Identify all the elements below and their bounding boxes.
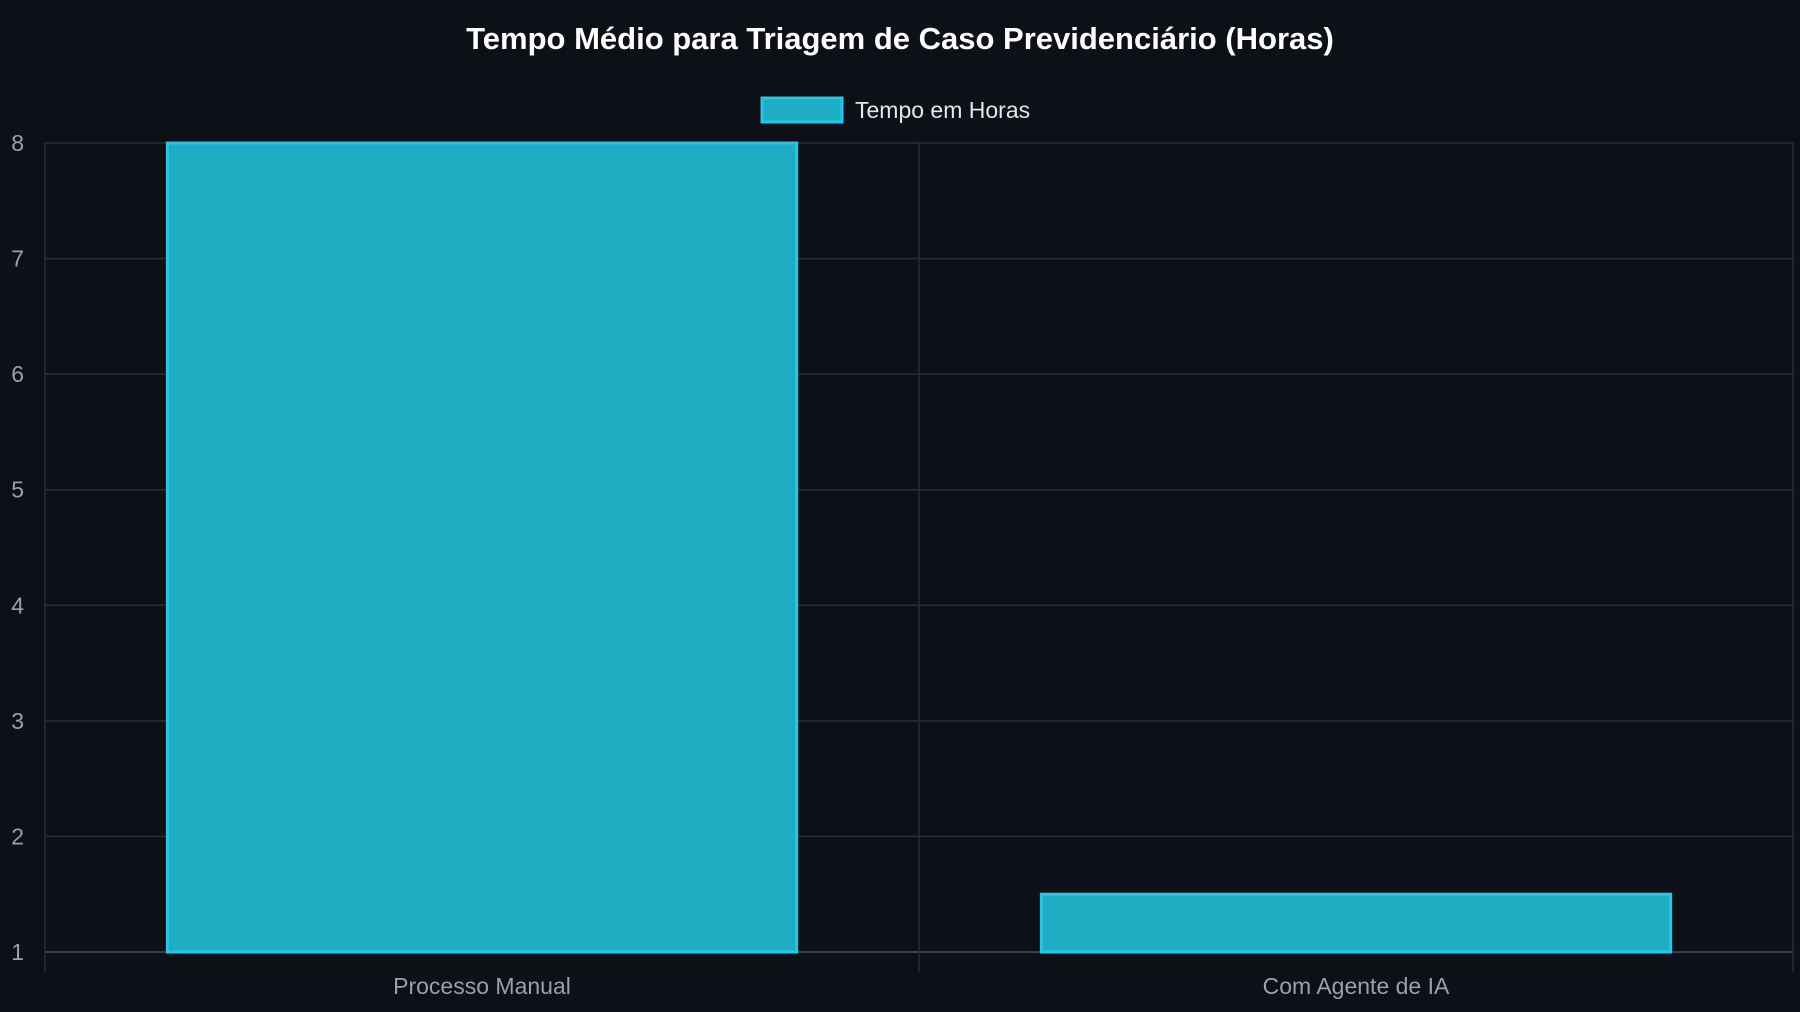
y-tick-label: 1 <box>11 939 24 965</box>
y-tick-label: 8 <box>11 130 24 156</box>
y-tick-label: 5 <box>11 477 24 503</box>
x-category-label: Processo Manual <box>393 973 571 999</box>
y-tick-label: 2 <box>11 823 24 849</box>
y-axis-ticks: 1 2 3 4 5 6 7 8 <box>11 130 24 965</box>
bar[interactable] <box>165 141 799 954</box>
bars <box>165 141 1673 954</box>
legend-label: Tempo em Horas <box>855 97 1030 123</box>
y-tick-label: 3 <box>11 708 24 734</box>
chart-title: Tempo Médio para Triagem de Caso Previde… <box>466 21 1334 56</box>
legend-swatch <box>760 96 844 124</box>
bar[interactable] <box>1039 892 1673 954</box>
y-tick-label: 4 <box>11 592 24 618</box>
y-tick-label: 7 <box>11 246 24 272</box>
y-tick-label: 6 <box>11 361 24 387</box>
x-axis-labels: Processo Manual Com Agente de IA <box>393 973 1450 999</box>
x-category-label: Com Agente de IA <box>1263 973 1450 999</box>
legend[interactable]: Tempo em Horas <box>760 96 1030 124</box>
